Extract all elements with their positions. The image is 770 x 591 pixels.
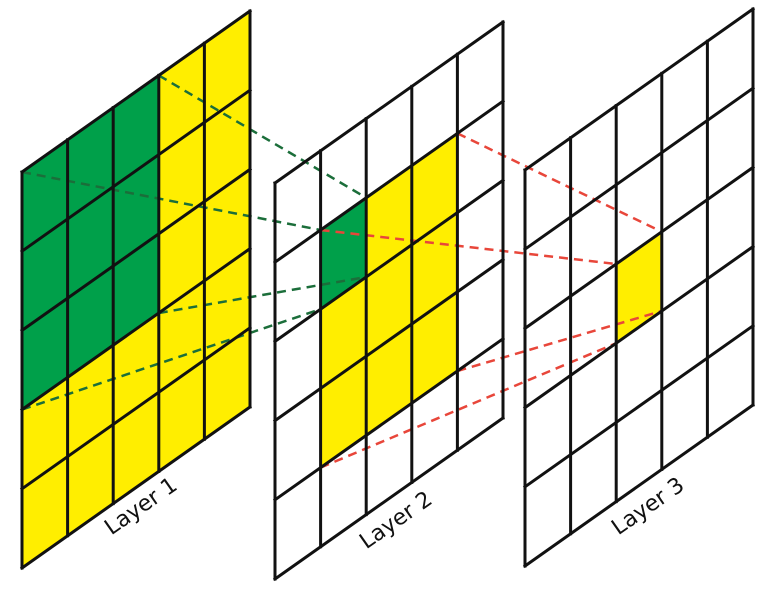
grid-line — [19, 246, 253, 412]
grid-line — [522, 323, 756, 489]
cell-fill — [22, 75, 159, 410]
grid-line — [272, 178, 506, 344]
grid-line — [19, 325, 253, 491]
projection-line — [158, 275, 367, 315]
grid-line — [272, 19, 506, 186]
grid-line — [19, 167, 253, 333]
projection-line — [158, 74, 367, 199]
grid-line — [272, 257, 506, 423]
projection-line — [457, 309, 663, 373]
grid-line — [522, 6, 756, 173]
projection-line — [320, 228, 617, 266]
grid-line — [522, 402, 756, 569]
grid-line — [272, 336, 506, 502]
projection-line — [21, 170, 321, 232]
projection-line — [21, 308, 321, 411]
grid-line — [19, 404, 253, 571]
grid-line — [272, 415, 506, 582]
grid-line — [522, 244, 756, 410]
grid-line — [522, 165, 756, 331]
cell-fill — [320, 197, 367, 310]
grid-line — [272, 99, 506, 265]
projection-line — [456, 132, 663, 233]
grid-line — [19, 88, 253, 254]
grid-line — [19, 8, 253, 175]
projection-line — [320, 342, 617, 469]
grid-line — [522, 86, 756, 252]
layer-label: Layer 3 — [607, 473, 689, 541]
